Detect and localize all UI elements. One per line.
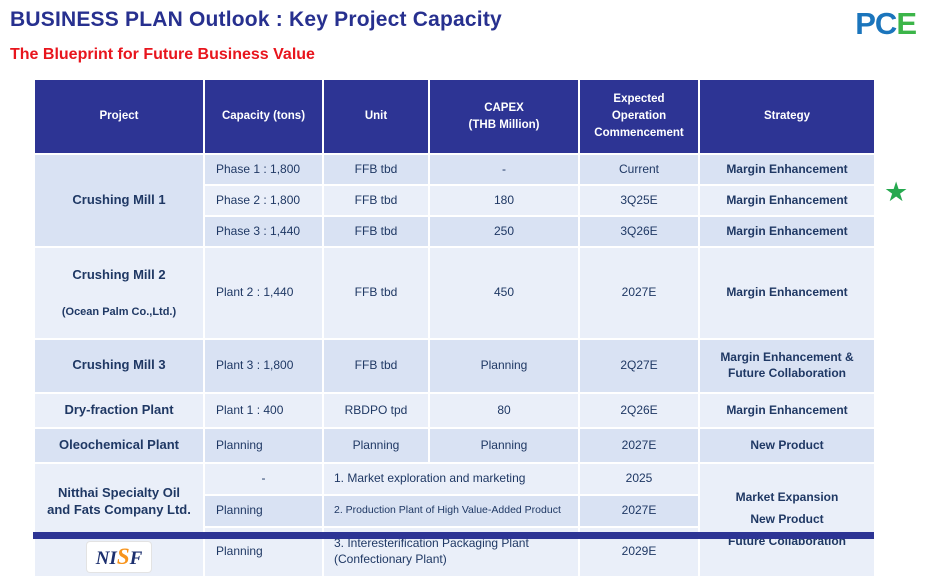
- cell-unit: FFB tbd: [322, 153, 430, 186]
- cell-commencement: 2027E: [578, 246, 700, 340]
- cell-capacity: -: [203, 461, 324, 496]
- project-name-dry-fraction: Dry-fraction Plant: [33, 391, 205, 429]
- cell-capacity: Phase 2 : 1,800: [203, 184, 324, 217]
- table-row: Phase 3 : 1,440 FFB tbd 250 3Q26E Margin…: [34, 215, 876, 248]
- project-name-oleochemical: Oleochemical Plant: [33, 426, 205, 464]
- cell-unit: RBDPO tpd: [322, 391, 430, 429]
- cell-capacity: Phase 1 : 1,800: [203, 153, 324, 186]
- cell-capacity: Phase 3 : 1,440: [203, 215, 324, 248]
- cell-capex: 80: [428, 391, 580, 429]
- page-title: BUSINESS PLAN Outlook : Key Project Capa…: [10, 8, 502, 31]
- cell-capex: -: [428, 153, 580, 186]
- col-header-unit: Unit: [322, 78, 430, 155]
- cell-capacity: Plant 2 : 1,440: [203, 246, 324, 340]
- col-header-commencement: Expected Operation Commencement: [578, 78, 700, 155]
- col-header-strategy: Strategy: [698, 78, 876, 155]
- cell-activity: 1. Market exploration and marketing: [322, 461, 580, 496]
- project-title: Nitthai Specialty Oil and Fats Company L…: [47, 484, 191, 517]
- cell-strategy: Margin Enhancement: [698, 215, 876, 248]
- col-header-project: Project: [33, 78, 205, 155]
- nisf-logo-s: S: [116, 543, 130, 569]
- cell-commencement: 2027E: [578, 493, 700, 528]
- cell-commencement: 3Q25E: [578, 184, 700, 217]
- col-header-capex: CAPEX (THB Million): [428, 78, 580, 155]
- cell-capex: 180: [428, 184, 580, 217]
- table-row: Dry-fraction Plant Plant 1 : 400 RBDPO t…: [33, 391, 876, 429]
- cell-commencement: 2027E: [578, 426, 700, 464]
- cell-strategy: Margin Enhancement: [698, 184, 876, 217]
- table-row: Crushing Mill 3 Plant 3 : 1,800 FFB tbd …: [33, 337, 876, 394]
- table-row: Phase 2 : 1,800 FFB tbd 180 3Q25E Margin…: [34, 184, 876, 217]
- cell-activity: 2. Production Plant of High Value-Added …: [322, 493, 580, 528]
- project-subtitle: (Ocean Palm Co.,Ltd.): [61, 305, 177, 318]
- pce-logo-green: E: [896, 6, 917, 41]
- cell-strategy: Margin Enhancement & Future Collaboratio…: [698, 337, 876, 394]
- cell-capex: Planning: [428, 337, 580, 394]
- cell-capacity: Planning: [203, 426, 324, 464]
- cell-capacity: Plant 1 : 400: [203, 391, 324, 429]
- table-row: Planning 2. Production Plant of High Val…: [34, 493, 875, 528]
- cell-unit: FFB tbd: [322, 184, 430, 217]
- nisf-logo-right: F: [129, 547, 143, 569]
- project-name-crushing-mill-1: Crushing Mill 1: [33, 153, 205, 248]
- cell-capex: Planning: [428, 426, 580, 464]
- project-name-nisf: Nitthai Specialty Oil and Fats Company L…: [33, 461, 205, 578]
- project-name-crushing-mill-3: Crushing Mill 3: [33, 337, 205, 394]
- col-header-capacity: Capacity (tons): [203, 78, 324, 155]
- table-row: Oleochemical Plant Planning Planning Pla…: [33, 426, 876, 464]
- bottom-accent-bar: [33, 532, 874, 539]
- cell-commencement: 2Q26E: [578, 391, 700, 429]
- star-icon: ★: [884, 177, 909, 207]
- cell-unit: FFB tbd: [322, 215, 430, 248]
- table-row: Crushing Mill 1 Phase 1 : 1,800 FFB tbd …: [33, 153, 876, 248]
- project-title: Crushing Mill 2: [72, 266, 166, 282]
- cell-strategy: Market Expansion New Product Future Coll…: [698, 461, 876, 578]
- cell-strategy: Margin Enhancement: [698, 153, 876, 186]
- cell-capex: 450: [428, 246, 580, 340]
- cell-commencement: 2Q27E: [578, 337, 700, 394]
- table-header-row: Project Capacity (tons) Unit CAPEX (THB …: [33, 78, 876, 155]
- project-name-crushing-mill-2: Crushing Mill 2 (Ocean Palm Co.,Ltd.): [33, 246, 205, 340]
- nisf-logo-left: NI: [95, 547, 117, 569]
- subtitle: The Blueprint for Future Business Value: [10, 46, 315, 63]
- cell-commencement: 3Q26E: [578, 215, 700, 248]
- nisf-logo: NISF: [86, 541, 152, 572]
- cell-strategy: Margin Enhancement: [698, 391, 876, 429]
- cell-capacity: Plant 3 : 1,800: [203, 337, 324, 394]
- cell-capacity: Planning: [203, 493, 324, 528]
- pce-logo: PCE: [855, 6, 917, 41]
- cell-capex: 250: [428, 215, 580, 248]
- capacity-table: Project Capacity (tons) Unit CAPEX (THB …: [33, 78, 876, 578]
- pce-logo-blue: PC: [855, 6, 897, 41]
- cell-unit: FFB tbd: [322, 337, 430, 394]
- cell-strategy: Margin Enhancement: [698, 246, 876, 340]
- cell-unit: FFB tbd: [322, 246, 430, 340]
- cell-commencement: Current: [578, 153, 700, 186]
- cell-unit: Planning: [322, 426, 430, 464]
- page-header: BUSINESS PLAN Outlook : Key Project Capa…: [0, 0, 932, 39]
- cell-strategy: New Product: [698, 426, 876, 464]
- table-row: Nitthai Specialty Oil and Fats Company L…: [33, 461, 876, 578]
- table-row: Crushing Mill 2 (Ocean Palm Co.,Ltd.) Pl…: [33, 246, 876, 340]
- cell-commencement: 2025: [578, 461, 700, 496]
